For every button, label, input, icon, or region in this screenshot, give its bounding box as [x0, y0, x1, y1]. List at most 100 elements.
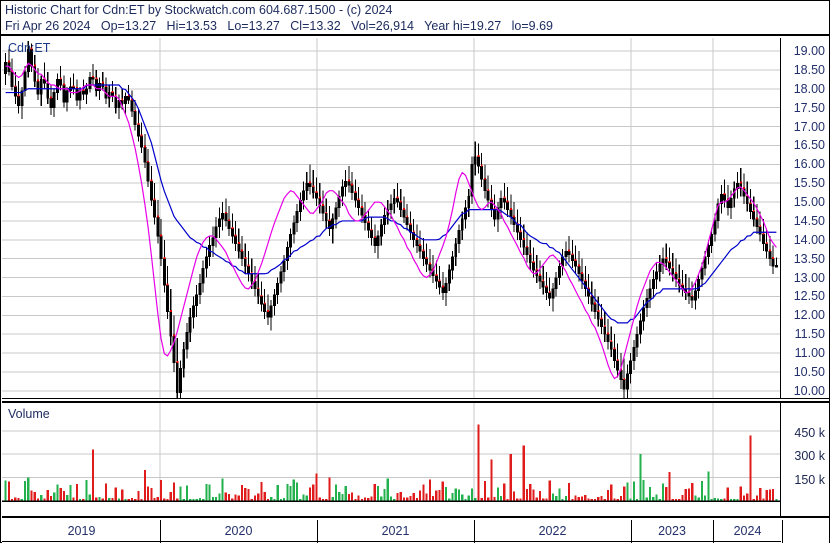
volume-bar — [464, 499, 467, 501]
volume-bar — [506, 499, 509, 501]
volume-bar — [571, 498, 574, 501]
candlestick — [723, 179, 727, 208]
volume-bar — [587, 498, 590, 501]
candlestick — [379, 219, 383, 246]
volume-bar — [461, 494, 464, 501]
price-tick-label: 12.00 — [793, 308, 825, 323]
price-tick-label: 14.50 — [793, 213, 825, 228]
volume-bar — [574, 495, 577, 501]
candlestick — [143, 134, 147, 169]
volume-bar — [91, 449, 95, 501]
candlestick — [502, 183, 506, 210]
volume-bar — [610, 484, 613, 501]
price-tick-label: 15.50 — [793, 176, 825, 191]
volume-bar — [143, 469, 146, 501]
x-axis-year-label: 2022 — [538, 524, 567, 538]
candlestick — [447, 264, 451, 291]
candlestick — [221, 202, 225, 231]
volume-bar — [726, 487, 729, 501]
volume-bar — [435, 490, 438, 501]
volume-bar — [752, 498, 755, 501]
volume-bar — [386, 478, 389, 501]
candlestick — [396, 183, 399, 208]
x-axis-divider — [782, 520, 783, 543]
candlestick — [243, 243, 247, 274]
volume-bar — [163, 498, 166, 501]
candlestick — [10, 58, 14, 91]
candlestick — [548, 277, 552, 306]
x-axis-divider — [160, 520, 161, 543]
volume-bar — [182, 499, 185, 501]
volume-bar — [444, 486, 448, 501]
volume-bar — [85, 480, 88, 501]
volume-bar — [548, 480, 551, 501]
volume-bar — [7, 481, 10, 501]
volume-bar — [312, 484, 315, 501]
volume-bar — [373, 484, 376, 501]
price-tick-label: 16.50 — [793, 138, 825, 153]
candlestick — [441, 271, 445, 301]
volume-bar — [516, 498, 519, 501]
volume-bar — [111, 497, 114, 501]
candlestick — [133, 100, 137, 131]
volume-bar — [176, 498, 179, 501]
candlestick — [528, 239, 532, 271]
candlestick — [765, 228, 769, 259]
volume-bar — [299, 499, 302, 501]
candlestick — [49, 84, 53, 116]
volume-bar — [597, 496, 600, 501]
volume-bar — [428, 479, 431, 501]
candlestick — [72, 73, 76, 95]
volume-bar — [69, 484, 72, 501]
volume-bar — [642, 480, 645, 501]
candlestick — [166, 266, 170, 320]
volume-bar — [694, 495, 697, 501]
price-tick-label: 19.00 — [793, 44, 825, 58]
candlestick — [625, 364, 629, 398]
candlestick — [289, 228, 293, 257]
volume-bar — [72, 497, 75, 501]
volume-bar — [626, 482, 629, 501]
volume-bar — [396, 492, 399, 501]
volume-bar — [564, 495, 567, 501]
volume-panel[interactable]: Volume — [2, 401, 781, 518]
candlestick — [758, 211, 762, 242]
volume-bar — [88, 494, 91, 501]
price-panel-label: Cdn:ET — [8, 41, 51, 55]
candlestick — [567, 236, 571, 263]
candlestick — [697, 273, 701, 299]
volume-bar — [328, 477, 331, 501]
candlestick — [383, 207, 386, 235]
price-tick-label: 13.50 — [793, 251, 825, 266]
volume-bar — [208, 484, 211, 501]
volume-bar — [227, 494, 231, 501]
x-axis-year-label: 2024 — [733, 524, 762, 538]
volume-bar — [315, 473, 318, 501]
candlestick — [234, 220, 238, 252]
x-axis-divider — [317, 520, 318, 543]
volume-bar — [759, 488, 762, 501]
price-panel[interactable]: Cdn:ET — [2, 38, 781, 399]
candlestick — [506, 186, 510, 218]
volume-bar — [130, 498, 134, 501]
candlestick — [4, 52, 8, 85]
candlestick — [603, 311, 607, 342]
x-axis-year-label: 2020 — [224, 524, 253, 538]
volume-bar — [351, 492, 354, 501]
candlestick — [493, 194, 497, 227]
volume-bar — [538, 490, 542, 501]
candlestick — [188, 307, 192, 342]
volume-bar — [470, 488, 474, 501]
volume-bar — [17, 497, 20, 501]
volume-bar — [412, 492, 415, 501]
volume-bar — [59, 488, 62, 501]
volume-bar — [318, 497, 321, 501]
volume-bar — [681, 495, 684, 501]
candlestick — [690, 281, 694, 308]
candlestick — [509, 194, 513, 225]
volume-bar — [480, 497, 483, 501]
candlestick — [318, 183, 322, 214]
volume-bar — [431, 496, 435, 501]
candlestick — [217, 207, 221, 238]
price-axis: 19.00 18.50 18.00 17.50 17.00 16.50 16.00 15.50… — [781, 38, 829, 399]
